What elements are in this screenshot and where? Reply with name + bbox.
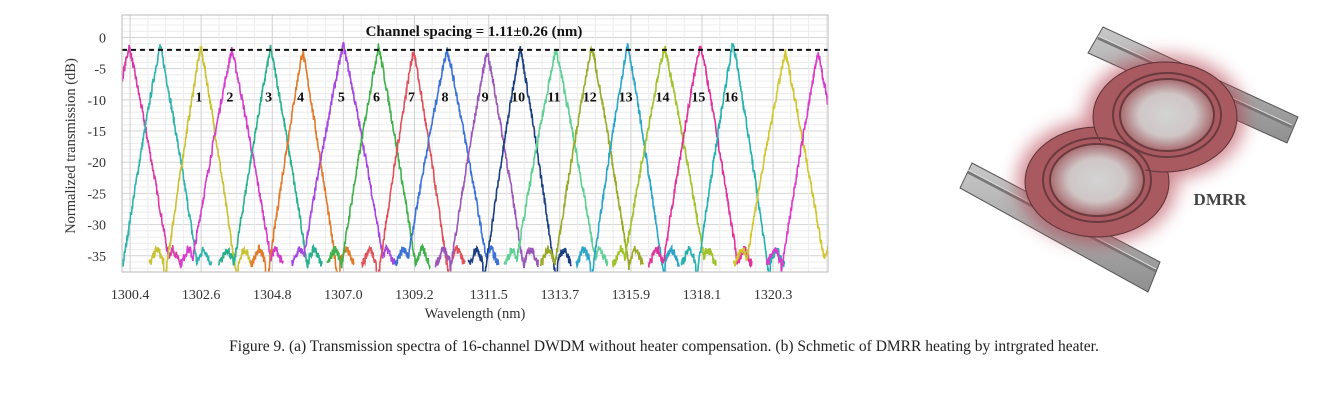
- channel-label: 4: [297, 91, 304, 106]
- spectrum-curve-ch15: [647, 45, 753, 268]
- x-tick-label: 1315.9: [612, 288, 651, 303]
- transmission-spectra-chart: 1 2 3 4 5 6 7 8 9 10 11 12 13 14 15 16 1300.4 1302.6 1304…: [63, 14, 829, 322]
- channel-label: 13: [619, 91, 633, 106]
- lower-ring: [1042, 137, 1152, 223]
- channel-label: 5: [338, 91, 345, 106]
- spectrum-curve-ch4: [250, 50, 355, 272]
- y-tick-label: -10: [87, 94, 106, 109]
- spectrum-curve-ch6: [326, 43, 431, 271]
- channel-label: 11: [547, 91, 560, 106]
- x-axis-title: Wavelength (nm): [425, 306, 526, 322]
- figure-caption: Figure 9. (a) Transmission spectra of 16…: [229, 338, 1099, 355]
- plot-frame: [121, 14, 829, 273]
- spectrum-curve-ch9: [434, 51, 540, 272]
- channel-label: 3: [265, 91, 272, 106]
- spectrum-curve-ch13: [575, 43, 680, 272]
- spectrum-curve: [732, 49, 828, 267]
- spectrum-curve-ch1: [148, 45, 254, 272]
- x-tick-label: 1302.6: [182, 288, 221, 303]
- x-tick-label: 1300.4: [111, 288, 150, 303]
- channel-spacing-annotation: Channel spacing = 1.11±0.26 (nm): [366, 24, 583, 40]
- channel-label: 16: [724, 91, 738, 106]
- y-tick-label: 0: [99, 31, 106, 46]
- y-tick-label: -25: [87, 187, 106, 202]
- spectrum-curve-ch10: [467, 46, 572, 272]
- spectrum-curve: [122, 44, 182, 265]
- x-tick-label: 1307.0: [324, 288, 363, 303]
- channel-label: 2: [226, 91, 233, 106]
- x-tick-label: 1320.3: [754, 288, 793, 303]
- spectrum-curve-ch2: [179, 46, 285, 270]
- spectra-curves: [122, 41, 828, 272]
- channel-labels: 1 2 3 4 5 6 7 8 9 10 11 12 13 14 15 16: [195, 91, 738, 106]
- channel-label: 15: [691, 91, 705, 106]
- x-tick-labels: 1300.4 1302.6 1304.8 1307.0 1309.2 1311.5 1313…: [111, 288, 792, 303]
- channel-label: 7: [408, 91, 415, 106]
- x-tick-label: 1309.2: [395, 288, 434, 303]
- y-tick-label: -35: [87, 250, 106, 265]
- y-tick-label: -15: [87, 125, 106, 140]
- channel-label: 8: [442, 91, 449, 106]
- channel-label: 9: [482, 91, 489, 106]
- channel-label: 10: [511, 91, 525, 106]
- y-tick-label: -30: [87, 219, 106, 234]
- x-tick-label: 1311.5: [470, 288, 508, 303]
- channel-label: 14: [656, 91, 670, 106]
- spectrum-curve: [765, 52, 828, 272]
- y-tick-labels: 0 -5 -10 -15 -20 -25 -30 -35: [87, 31, 106, 264]
- x-tick-label: 1313.7: [541, 288, 580, 303]
- channel-label: 12: [583, 91, 597, 106]
- channel-label: 1: [195, 91, 202, 106]
- y-axis-title: Normalized transmission (dB): [63, 58, 79, 234]
- grid: [122, 15, 828, 272]
- spectrum-curve-ch14: [612, 45, 717, 268]
- y-tick-label: -5: [94, 63, 106, 78]
- dmrr-schematic: DMRR: [959, 26, 1299, 293]
- channel-label: 6: [373, 91, 380, 106]
- heater-pad: [1024, 61, 1238, 238]
- upper-ring: [1112, 72, 1222, 158]
- y-tick-label: -20: [87, 156, 106, 171]
- x-tick-label: 1304.8: [253, 288, 292, 303]
- dmrr-label: DMRR: [1194, 190, 1248, 209]
- x-tick-label: 1318.1: [683, 288, 722, 303]
- spectrum-curve-ch16: [680, 42, 786, 272]
- spectrum-curve-ch5: [290, 41, 396, 267]
- spectrum-curve-ch7: [360, 49, 466, 272]
